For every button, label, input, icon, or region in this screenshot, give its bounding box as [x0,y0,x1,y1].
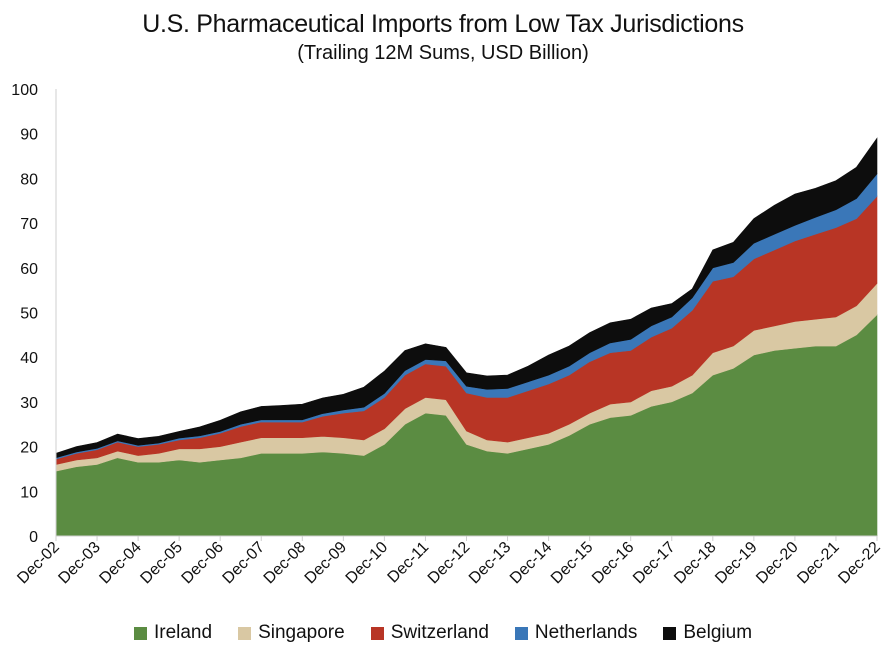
legend-label: Belgium [683,622,753,643]
legend-label: Switzerland [390,622,489,643]
x-axis-ticks: Dec-02Dec-03Dec-04Dec-05Dec-06Dec-07Dec-… [14,536,884,587]
x-tick-label: Dec-15 [548,539,597,588]
x-tick-label: Dec-02 [14,539,63,588]
x-tick-label: Dec-11 [385,539,433,587]
chart-title: U.S. Pharmaceutical Imports from Low Tax… [142,10,744,38]
x-tick-label: Dec-13 [466,539,515,588]
legend-swatch [514,626,528,640]
legend: Ireland Singapore Switzerland Netherlands Be… [0,622,886,644]
y-tick-label: 40 [20,350,38,367]
x-tick-label: Dec-21 [794,539,843,588]
y-tick-label: 0 [29,529,38,546]
x-tick-label: Dec-20 [753,539,802,588]
y-tick-label: 100 [11,82,38,99]
x-tick-label: Dec-18 [671,539,720,588]
x-tick-label: Dec-14 [507,539,556,588]
x-tick-label: Dec-16 [589,539,638,588]
x-tick-label: Dec-22 [835,539,884,588]
x-tick-label: Dec-19 [712,539,761,588]
legend-entry-switzerland: Switzerland [370,622,489,644]
y-tick-label: 60 [20,261,38,278]
legend-entry-belgium: Belgium [663,622,752,644]
legend-label: Singapore [258,622,345,643]
legend-label: Netherlands [534,622,638,643]
legend-swatch [370,626,384,640]
legend-swatch [663,626,677,640]
y-tick-label: 10 [20,484,38,501]
legend-entry-netherlands: Netherlands [514,622,638,644]
x-tick-label: Dec-10 [343,539,392,588]
y-tick-label: 80 [20,171,38,188]
legend-swatch [238,626,252,640]
x-tick-label: Dec-07 [220,539,269,588]
area-series-group [55,137,878,537]
legend-entry-singapore: Singapore [238,622,345,644]
x-tick-label: Dec-06 [179,539,228,588]
x-tick-label: Dec-17 [630,539,679,588]
y-tick-label: 90 [20,127,38,144]
legend-entry-ireland: Ireland [133,622,213,644]
chart-subtitle: (Trailing 12M Sums, USD Billion) [297,42,589,64]
legend-swatch [133,626,147,640]
x-tick-label: Dec-12 [425,539,474,588]
y-axis-ticks: 0 10 20 30 40 50 60 70 80 90 100 [11,82,38,546]
y-tick-label: 30 [20,395,38,412]
y-tick-label: 20 [20,440,38,457]
y-tick-label: 50 [20,306,38,323]
x-tick-label: Dec-04 [96,539,145,588]
x-tick-label: Dec-05 [137,539,186,588]
x-tick-label: Dec-08 [261,539,310,588]
area-belgium [55,137,878,459]
x-tick-label: Dec-03 [55,539,104,588]
legend-label: Ireland [153,622,213,643]
y-tick-label: 70 [20,216,38,233]
x-tick-label: Dec-09 [302,539,351,588]
